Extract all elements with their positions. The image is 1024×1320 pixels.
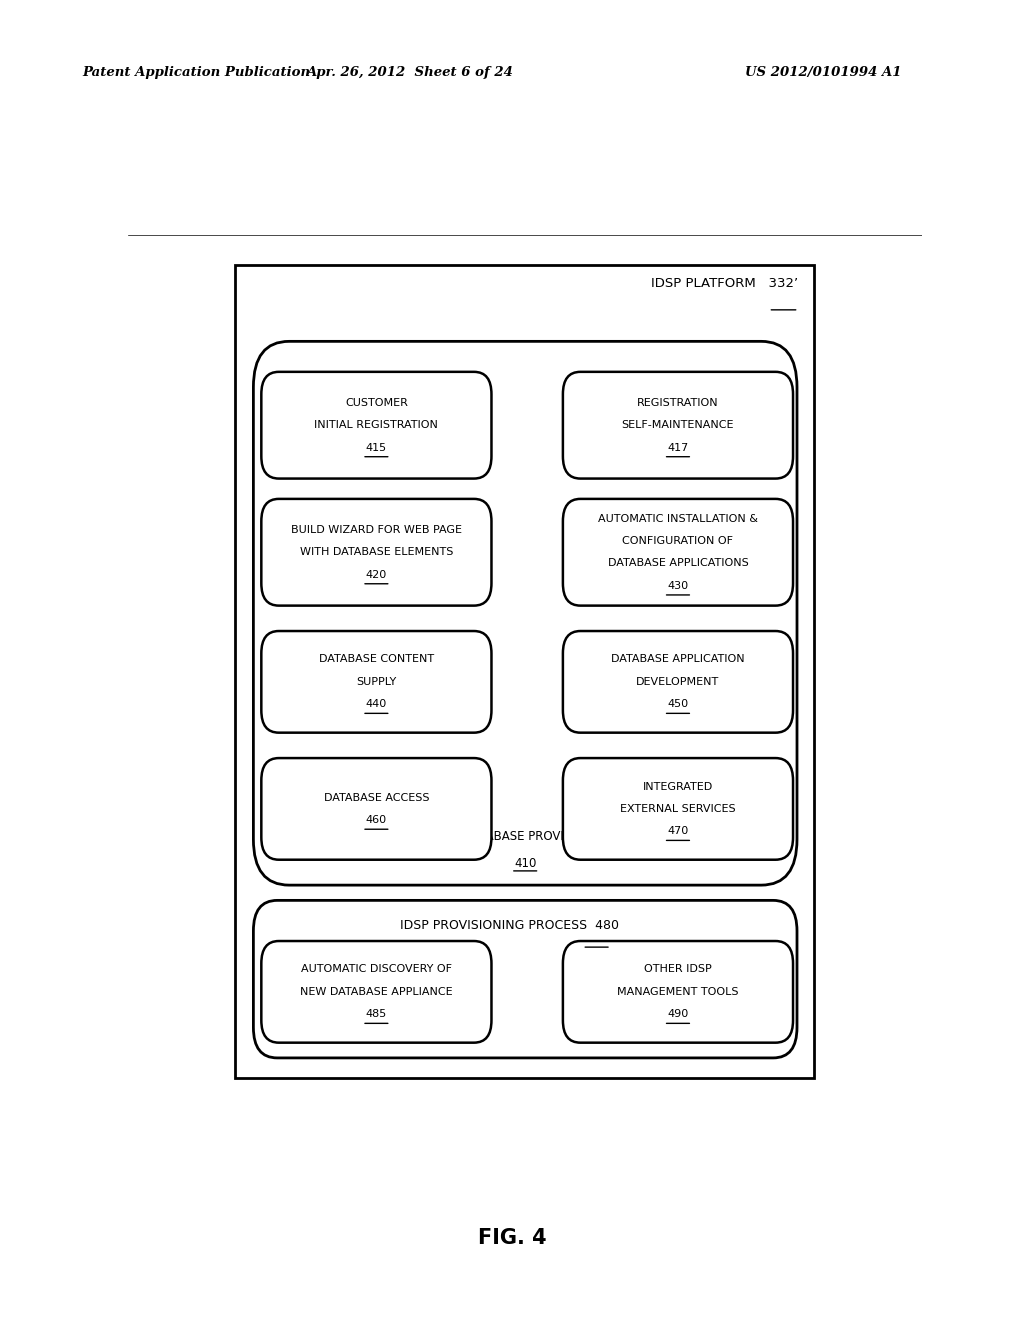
Text: DATABASE APPLICATION: DATABASE APPLICATION: [611, 655, 744, 664]
Text: 415: 415: [366, 442, 387, 453]
Text: INTEGRATED: INTEGRATED: [643, 781, 713, 792]
Text: Apr. 26, 2012  Sheet 6 of 24: Apr. 26, 2012 Sheet 6 of 24: [306, 66, 513, 79]
Text: 460: 460: [366, 814, 387, 825]
FancyBboxPatch shape: [261, 499, 492, 606]
Text: DATABASE ACCESS: DATABASE ACCESS: [324, 793, 429, 803]
FancyBboxPatch shape: [261, 758, 492, 859]
Text: OTHER IDSP: OTHER IDSP: [644, 965, 712, 974]
Text: 420: 420: [366, 570, 387, 579]
FancyBboxPatch shape: [261, 941, 492, 1043]
Text: 410: 410: [514, 857, 537, 870]
Text: 490: 490: [668, 1010, 688, 1019]
Text: 470: 470: [668, 826, 688, 837]
FancyBboxPatch shape: [563, 631, 793, 733]
FancyBboxPatch shape: [563, 372, 793, 479]
Text: 417: 417: [668, 442, 688, 453]
Text: AUTOMATIC DISCOVERY OF: AUTOMATIC DISCOVERY OF: [301, 965, 452, 974]
Text: IDSP PLATFORM   332’: IDSP PLATFORM 332’: [651, 277, 799, 290]
Text: CUSTOMER: CUSTOMER: [345, 397, 408, 408]
Text: SELF-SERVICE DATABASE PROVISIONING PROCESS: SELF-SERVICE DATABASE PROVISIONING PROCE…: [378, 830, 673, 843]
Text: DATABASE CONTENT: DATABASE CONTENT: [318, 655, 434, 664]
FancyBboxPatch shape: [253, 342, 797, 886]
Text: 450: 450: [668, 700, 688, 709]
Text: NEW DATABASE APPLIANCE: NEW DATABASE APPLIANCE: [300, 987, 453, 997]
FancyBboxPatch shape: [261, 372, 492, 479]
Text: SELF-MAINTENANCE: SELF-MAINTENANCE: [622, 420, 734, 430]
FancyBboxPatch shape: [253, 900, 797, 1057]
Text: 440: 440: [366, 700, 387, 709]
FancyBboxPatch shape: [563, 499, 793, 606]
FancyBboxPatch shape: [261, 631, 492, 733]
Text: 430: 430: [668, 581, 688, 591]
Text: US 2012/0101994 A1: US 2012/0101994 A1: [744, 66, 901, 79]
Text: Patent Application Publication: Patent Application Publication: [82, 66, 310, 79]
Bar: [236, 265, 814, 1078]
Text: INITIAL REGISTRATION: INITIAL REGISTRATION: [314, 420, 438, 430]
Text: SUPPLY: SUPPLY: [356, 677, 396, 686]
Text: REGISTRATION: REGISTRATION: [637, 397, 719, 408]
FancyBboxPatch shape: [563, 758, 793, 859]
Text: IDSP PROVISIONING PROCESS  480: IDSP PROVISIONING PROCESS 480: [399, 919, 618, 932]
Text: 485: 485: [366, 1010, 387, 1019]
Text: FIG. 4: FIG. 4: [477, 1228, 547, 1249]
Text: EXTERNAL SERVICES: EXTERNAL SERVICES: [621, 804, 736, 814]
Text: AUTOMATIC INSTALLATION &: AUTOMATIC INSTALLATION &: [598, 513, 758, 524]
Text: WITH DATABASE ELEMENTS: WITH DATABASE ELEMENTS: [300, 548, 453, 557]
Text: MANAGEMENT TOOLS: MANAGEMENT TOOLS: [617, 987, 738, 997]
Text: CONFIGURATION OF: CONFIGURATION OF: [623, 536, 733, 546]
FancyBboxPatch shape: [563, 941, 793, 1043]
Text: BUILD WIZARD FOR WEB PAGE: BUILD WIZARD FOR WEB PAGE: [291, 525, 462, 535]
Text: DATABASE APPLICATIONS: DATABASE APPLICATIONS: [607, 558, 749, 569]
Text: DEVELOPMENT: DEVELOPMENT: [636, 677, 720, 686]
